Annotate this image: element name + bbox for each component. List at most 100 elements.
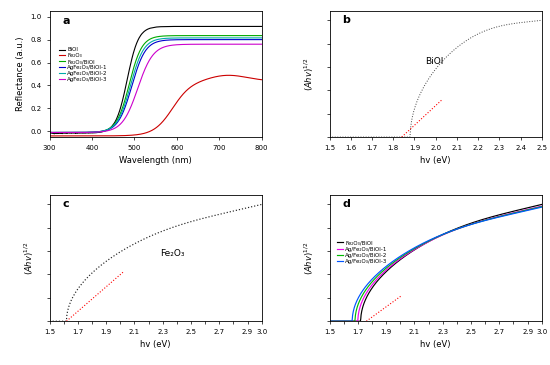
AgFe₂O₃/BiOI-1 [171, 38, 178, 42]
Fe₂O₃/BiOI [101, 128, 107, 133]
AgFe₂O₃/BiOI-2 [258, 36, 265, 40]
Text: a: a [62, 16, 70, 26]
Fe₂O₃/BiOI [171, 34, 178, 38]
Line: AgFe₂O₃/BiOI-3: AgFe₂O₃/BiOI-3 [50, 44, 262, 132]
Ag/Fe₂O₃/BiOI-1 [364, 290, 370, 294]
Fe₂O₃/BiOI [364, 294, 370, 299]
Fe₂O₃/BiOI [258, 34, 265, 38]
BiOI [188, 24, 195, 28]
Fe₂O₃/BiOI [84, 130, 90, 135]
Ag/Fe₂O₃/BiOI-1 [381, 270, 387, 274]
Line: Fe₂O₃/BiOI: Fe₂O₃/BiOI [50, 36, 262, 132]
Line: Ag/Fe₂O₃/BiOI-1: Ag/Fe₂O₃/BiOI-1 [329, 206, 542, 321]
Ag/Fe₂O₃/BiOI-3 [452, 228, 458, 232]
Ag/Fe₂O₃/BiOI-2 [452, 228, 458, 232]
AgFe₂O₃/BiOI-3 [258, 42, 265, 46]
AgFe₂O₃/BiOI-2 [101, 128, 107, 133]
Ag/Fe₂O₃/BiOI-3 [326, 319, 333, 323]
AgFe₂O₃/BiOI-2 [84, 130, 90, 135]
AgFe₂O₃/BiOI-3 [46, 130, 53, 135]
Ag/Fe₂O₃/BiOI-3 [468, 222, 475, 227]
AgFe₂O₃/BiOI-3 [188, 42, 195, 46]
X-axis label: hv (eV): hv (eV) [420, 341, 451, 349]
Ag/Fe₂O₃/BiOI-2 [486, 217, 493, 221]
AgFe₂O₃/BiOI-1 [188, 38, 195, 42]
X-axis label: Wavelength (nm): Wavelength (nm) [119, 156, 192, 165]
Ag/Fe₂O₃/BiOI-2 [381, 268, 387, 272]
Fe₂O₃/BiOI [486, 215, 493, 220]
Ag/Fe₂O₃/BiOI-3 [486, 217, 493, 222]
Fe₂O₃ [226, 73, 232, 77]
X-axis label: hv (eV): hv (eV) [140, 341, 171, 349]
Y-axis label: Reflectance (a.u.): Reflectance (a.u.) [16, 37, 25, 111]
Ag/Fe₂O₃/BiOI-2 [326, 319, 333, 323]
Line: AgFe₂O₃/BiOI-1: AgFe₂O₃/BiOI-1 [50, 40, 262, 132]
Fe₂O₃ [84, 134, 90, 138]
AgFe₂O₃/BiOI-1 [206, 38, 212, 42]
BiOI [258, 24, 265, 28]
Fe₂O₃/BiOI [422, 241, 429, 245]
AgFe₂O₃/BiOI-3 [142, 66, 149, 70]
Y-axis label: $(Ahv)^{1/2}$: $(Ahv)^{1/2}$ [303, 57, 316, 91]
AgFe₂O₃/BiOI-1 [84, 130, 90, 135]
Text: b: b [342, 15, 350, 25]
Fe₂O₃/BiOI [326, 319, 333, 323]
BiOI [46, 131, 53, 135]
AgFe₂O₃/BiOI-2 [46, 130, 53, 135]
Y-axis label: $(Ahv)^{1/2}$: $(Ahv)^{1/2}$ [303, 242, 316, 275]
AgFe₂O₃/BiOI-1 [258, 38, 265, 42]
Line: Ag/Fe₂O₃/BiOI-2: Ag/Fe₂O₃/BiOI-2 [329, 207, 542, 321]
AgFe₂O₃/BiOI-3 [171, 43, 178, 47]
Ag/Fe₂O₃/BiOI-1 [452, 228, 458, 232]
AgFe₂O₃/BiOI-3 [101, 129, 107, 134]
BiOI [84, 131, 91, 135]
BiOI [172, 24, 178, 28]
Ag/Fe₂O₃/BiOI-3 [538, 205, 545, 210]
AgFe₂O₃/BiOI-1 [142, 49, 149, 53]
Fe₂O₃/BiOI [188, 34, 195, 38]
Ag/Fe₂O₃/BiOI-2 [364, 286, 370, 290]
Line: BiOI: BiOI [50, 26, 262, 134]
BiOI [142, 28, 149, 32]
X-axis label: hv (eV): hv (eV) [420, 156, 451, 165]
Legend: Fe₂O₃/BiOI, Ag/Fe₂O₃/BiOI-1, Ag/Fe₂O₃/BiOI-2, Ag/Fe₂O₃/BiOI-3: Fe₂O₃/BiOI, Ag/Fe₂O₃/BiOI-1, Ag/Fe₂O₃/Bi… [334, 238, 389, 266]
Fe₂O₃/BiOI [46, 130, 53, 135]
Text: BiOI: BiOI [425, 57, 443, 66]
AgFe₂O₃/BiOI-2 [142, 45, 149, 49]
Fe₂O₃ [142, 131, 149, 135]
Fe₂O₃/BiOI [206, 34, 212, 38]
Fe₂O₃/BiOI [538, 202, 545, 207]
Ag/Fe₂O₃/BiOI-3 [381, 266, 387, 270]
Ag/Fe₂O₃/BiOI-2 [538, 204, 545, 209]
Ag/Fe₂O₃/BiOI-1 [326, 319, 333, 323]
Line: Fe₂O₃/BiOI: Fe₂O₃/BiOI [329, 204, 542, 321]
AgFe₂O₃/BiOI-3 [206, 42, 212, 46]
Ag/Fe₂O₃/BiOI-1 [538, 204, 545, 208]
Ag/Fe₂O₃/BiOI-1 [468, 222, 475, 226]
Line: Ag/Fe₂O₃/BiOI-3: Ag/Fe₂O₃/BiOI-3 [329, 207, 542, 321]
BiOI [51, 132, 57, 136]
AgFe₂O₃/BiOI-2 [188, 36, 195, 40]
Fe₂O₃/BiOI [452, 227, 458, 231]
Fe₂O₃/BiOI [142, 41, 149, 45]
AgFe₂O₃/BiOI-1 [101, 129, 107, 133]
Ag/Fe₂O₃/BiOI-1 [422, 241, 429, 245]
BiOI [101, 129, 108, 133]
BiOI [207, 24, 213, 28]
Ag/Fe₂O₃/BiOI-2 [422, 241, 429, 245]
Fe₂O₃ [101, 134, 107, 138]
AgFe₂O₃/BiOI-3 [84, 130, 90, 135]
AgFe₂O₃/BiOI-2 [206, 36, 212, 40]
Ag/Fe₂O₃/BiOI-2 [468, 222, 475, 226]
Line: Fe₂O₃: Fe₂O₃ [50, 75, 262, 136]
AgFe₂O₃/BiOI-1 [46, 130, 53, 135]
Fe₂O₃ [171, 103, 178, 108]
Fe₂O₃ [206, 76, 212, 81]
Fe₂O₃/BiOI [381, 272, 387, 276]
Ag/Fe₂O₃/BiOI-1 [486, 217, 493, 221]
Legend: BiOI, Fe₂O₃, Fe₂O₃/BiOI, AgFe₂O₃/BiOI-1, AgFe₂O₃/BiOI-2, AgFe₂O₃/BiOI-3: BiOI, Fe₂O₃, Fe₂O₃/BiOI, AgFe₂O₃/BiOI-1,… [57, 45, 110, 84]
Ag/Fe₂O₃/BiOI-3 [364, 283, 370, 287]
Line: AgFe₂O₃/BiOI-2: AgFe₂O₃/BiOI-2 [50, 38, 262, 132]
Text: Fe₂O₃: Fe₂O₃ [160, 249, 184, 258]
Text: c: c [62, 199, 69, 209]
